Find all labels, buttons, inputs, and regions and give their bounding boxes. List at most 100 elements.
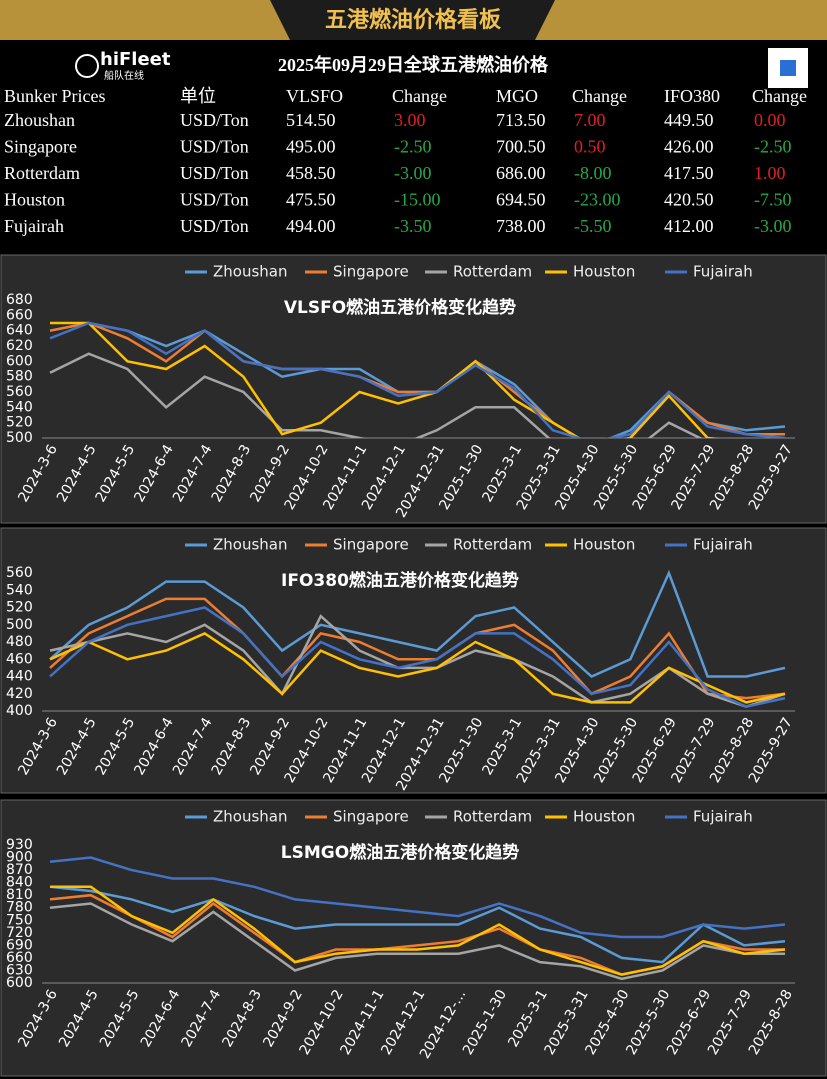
table-cell: -15.00 [394,190,441,210]
y-tick-label: 500 [6,617,33,633]
y-tick-label: 600 [6,975,33,991]
chart-title: VLSFO燃油五港价格变化趋势 [284,297,516,318]
table-cell: -8.00 [574,163,612,183]
y-tick-label: 640 [6,323,33,339]
table-cell: 475.50 [286,190,336,210]
y-tick-label: 680 [6,292,33,308]
table-cell: 1.00 [754,163,786,183]
legend-label: Rotterdam [453,263,532,281]
table-cell: USD/Ton [180,163,249,183]
table-cell: USD/Ton [180,190,249,210]
table-cell: 494.00 [286,216,336,236]
chart-panel [0,799,827,1077]
port-name: Fujairah [4,216,64,236]
y-tick-label: 810 [6,887,33,903]
table-cell: 514.50 [286,110,336,130]
table-header: 单位 [180,86,216,106]
port-name: Houston [4,190,65,210]
chart-title: LSMGO燃油五港价格变化趋势 [281,842,519,863]
series-line [49,631,786,704]
table-cell: 700.50 [496,137,546,157]
table-cell: USD/Ton [180,110,249,130]
legend-label: Houston [573,536,635,554]
legend-label: Singapore [333,263,409,281]
table-cell: 0.50 [574,137,606,157]
y-tick-label: 440 [6,669,33,685]
legend-label: Singapore [333,808,409,826]
legend-label: Houston [573,263,635,281]
legend-label: Rotterdam [453,536,532,554]
table-cell: 412.00 [664,216,714,236]
table-cell: -2.50 [754,137,792,157]
legend-label: Singapore [333,536,409,554]
y-tick-label: 480 [6,634,33,650]
table-cell: 458.50 [286,163,336,183]
chart-title: IFO380燃油五港价格变化趋势 [281,570,519,591]
y-tick-label: 930 [6,837,33,853]
y-tick-label: 560 [6,384,33,400]
logo: hiFleet [100,49,171,70]
y-tick-label: 520 [6,415,33,431]
y-tick-label: 690 [6,937,33,953]
legend-label: Fujairah [693,808,753,826]
table-cell: 426.00 [664,137,714,157]
table-header: Change [392,86,447,106]
table-header: Change [752,86,807,106]
y-tick-label: 660 [6,307,33,323]
legend-label: Houston [573,808,635,826]
y-tick-label: 540 [6,582,33,598]
table-cell: 738.00 [496,216,546,236]
y-tick-label: 500 [6,430,33,446]
table-cell: 713.50 [496,110,546,130]
y-tick-label: 420 [6,686,33,702]
table-cell: USD/Ton [180,216,249,236]
y-tick-label: 620 [6,338,33,354]
y-tick-label: 460 [6,651,33,667]
y-tick-label: 630 [6,962,33,978]
table-cell: 0.00 [754,110,786,130]
table-cell: -5.50 [574,216,612,236]
qr-center [780,60,796,76]
y-tick-label: 400 [6,703,33,719]
table-header: VLSFO [286,86,343,106]
legend-label: Rotterdam [453,808,532,826]
table-cell: 7.00 [574,110,606,130]
y-tick-label: 600 [6,353,33,369]
table-cell: 417.50 [664,163,714,183]
table-header: Bunker Prices [4,86,105,106]
legend-label: Zhoushan [213,808,288,826]
table-cell: 3.00 [394,110,426,130]
table-cell: -3.00 [394,163,432,183]
table-header: IFO380 [664,86,720,106]
y-tick-label: 540 [6,399,33,415]
y-tick-label: 750 [6,912,33,928]
legend-label: Zhoushan [213,263,288,281]
series-line [49,597,786,700]
banner-title: 五港燃油价格看板 [325,7,502,33]
y-tick-label: 840 [6,875,33,891]
table-header: MGO [496,86,538,106]
table-cell: 686.00 [496,163,546,183]
y-tick-label: 870 [6,862,33,878]
table-cell: -3.00 [754,216,792,236]
port-name: Zhoushan [4,110,75,130]
series-line [49,885,786,964]
table-cell: -23.00 [574,190,621,210]
table-cell: 420.50 [664,190,714,210]
legend-label: Fujairah [693,536,753,554]
table-cell: 449.50 [664,110,714,130]
legend-label: Zhoushan [213,536,288,554]
logo-icon [75,54,99,78]
series-line [49,606,786,709]
table-cell: -7.50 [754,190,792,210]
series-line [49,569,786,678]
y-tick-label: 900 [6,850,33,866]
series-line [50,321,721,438]
banner-center [270,0,555,40]
y-tick-label: 520 [6,600,33,616]
chart-panel [0,254,827,524]
y-tick-label: 560 [6,565,33,581]
date-title: 2025年09月29日全球五港燃油价格 [278,54,549,75]
table-header: Change [572,86,627,106]
